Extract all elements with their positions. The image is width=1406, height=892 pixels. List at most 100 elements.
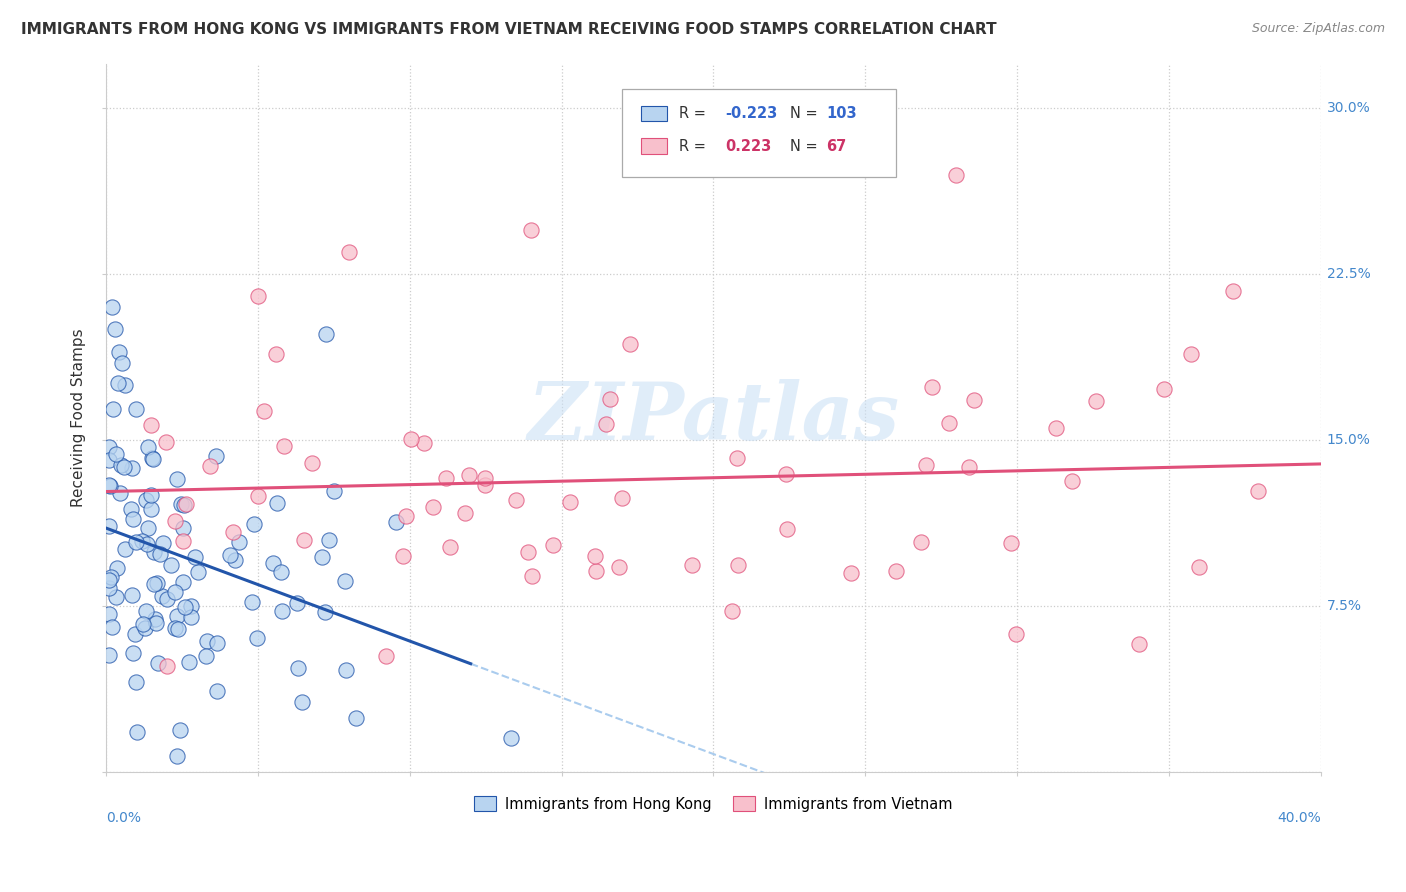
Point — [474, 471, 496, 485]
Point — [121, 512, 143, 526]
Point — [434, 470, 457, 484]
Point — [132, 617, 155, 632]
Point — [125, 535, 148, 549]
Text: 22.5%: 22.5% — [1327, 267, 1371, 281]
Point — [318, 533, 340, 548]
Point — [337, 245, 360, 260]
Point — [120, 501, 142, 516]
Point — [173, 498, 195, 512]
Point — [301, 456, 323, 470]
Point — [292, 533, 315, 547]
Point — [107, 344, 129, 359]
Point — [145, 615, 167, 630]
Point — [520, 568, 543, 582]
Point — [945, 168, 967, 182]
FancyBboxPatch shape — [641, 138, 668, 154]
Point — [727, 558, 749, 573]
Point — [131, 533, 153, 548]
Text: 0.0%: 0.0% — [107, 811, 142, 824]
Point — [333, 574, 356, 588]
Point — [1153, 382, 1175, 396]
Point — [247, 289, 270, 303]
Point — [134, 621, 156, 635]
Point — [1084, 393, 1107, 408]
Point — [422, 500, 444, 514]
Point — [454, 506, 477, 520]
Point — [287, 661, 309, 675]
Point — [776, 522, 799, 536]
Point — [98, 478, 121, 492]
Point — [114, 377, 136, 392]
Y-axis label: Receiving Food Stamps: Receiving Food Stamps — [72, 328, 86, 508]
Point — [101, 620, 124, 634]
Point — [143, 612, 166, 626]
Point — [172, 534, 194, 549]
Point — [121, 460, 143, 475]
Text: 0.223: 0.223 — [725, 138, 772, 153]
Point — [165, 514, 187, 528]
Point — [541, 538, 564, 552]
Text: 7.5%: 7.5% — [1327, 599, 1361, 613]
Point — [125, 674, 148, 689]
Point — [246, 632, 269, 646]
Point — [721, 604, 744, 618]
Point — [314, 605, 336, 619]
Point — [139, 502, 162, 516]
Text: 40.0%: 40.0% — [1277, 811, 1320, 824]
Point — [1180, 347, 1202, 361]
Point — [98, 648, 121, 662]
Point — [155, 435, 177, 450]
Point — [1060, 474, 1083, 488]
Point — [228, 535, 250, 549]
Point — [240, 595, 263, 609]
Point — [270, 604, 292, 618]
Point — [98, 479, 121, 493]
Point — [1005, 627, 1028, 641]
Point — [439, 540, 461, 554]
Point — [146, 576, 169, 591]
Point — [124, 401, 146, 416]
Point — [205, 635, 228, 649]
Point — [775, 467, 797, 481]
Point — [335, 664, 357, 678]
Point — [273, 440, 295, 454]
Text: 15.0%: 15.0% — [1327, 433, 1371, 447]
Point — [104, 590, 127, 604]
Legend: Immigrants from Hong Kong, Immigrants from Vietnam: Immigrants from Hong Kong, Immigrants fr… — [468, 790, 959, 817]
Point — [323, 484, 346, 499]
Text: R =: R = — [679, 138, 711, 153]
Point — [142, 545, 165, 559]
Point — [149, 547, 172, 561]
Point — [385, 515, 408, 529]
Point — [218, 548, 240, 562]
Point — [146, 656, 169, 670]
Point — [98, 607, 121, 621]
Point — [560, 495, 582, 509]
Text: N =: N = — [790, 106, 823, 121]
Point — [170, 497, 193, 511]
Point — [104, 447, 127, 461]
Point — [172, 574, 194, 589]
Point — [270, 565, 292, 579]
Point — [163, 621, 186, 635]
Text: 67: 67 — [827, 138, 846, 153]
Point — [915, 458, 938, 472]
Point — [517, 545, 540, 559]
Point — [198, 459, 221, 474]
Point — [107, 560, 129, 574]
Point — [98, 441, 121, 455]
Point — [266, 495, 288, 509]
Point — [150, 589, 173, 603]
Point — [222, 524, 245, 539]
Point — [141, 488, 163, 502]
Point — [166, 608, 188, 623]
Point — [884, 564, 907, 578]
Point — [1222, 285, 1244, 299]
Point — [179, 609, 201, 624]
Point — [957, 459, 980, 474]
Point — [127, 725, 149, 739]
Point — [136, 440, 159, 454]
Point — [98, 582, 121, 596]
Point — [262, 556, 284, 570]
Point — [399, 433, 422, 447]
